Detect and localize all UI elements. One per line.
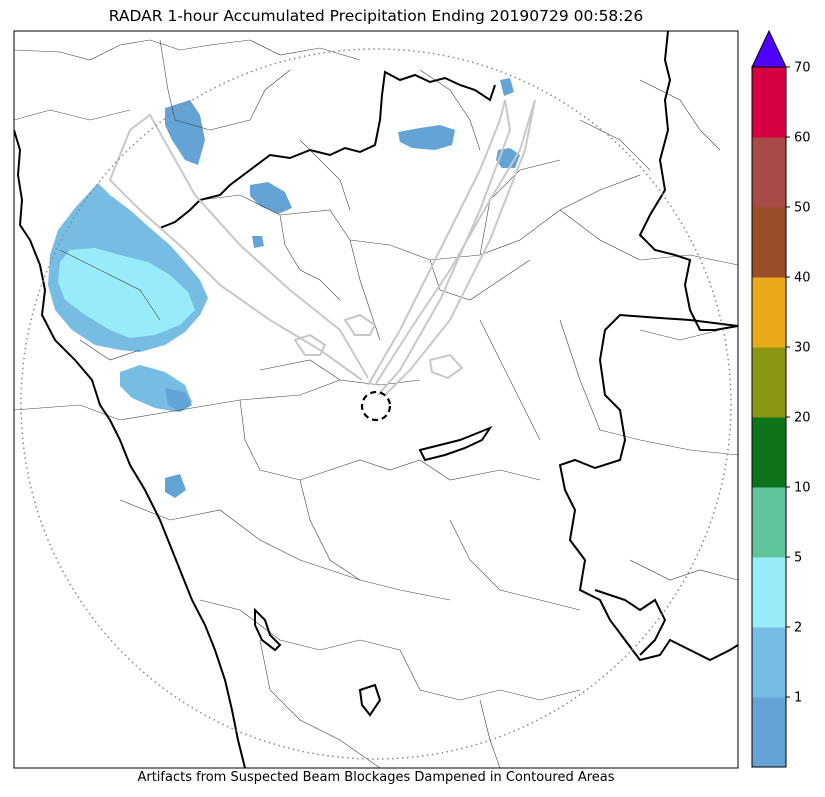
island-southwest <box>254 607 282 652</box>
colorbar-level-1 <box>752 627 786 698</box>
beam-blockage-contours <box>108 99 536 396</box>
precip-moderate-area <box>58 248 195 338</box>
colorbar-tick-label: 30 <box>794 341 811 356</box>
district-boundaries <box>14 39 738 768</box>
colorbar-tick-label: 40 <box>794 271 811 286</box>
colorbar-tick-label: 10 <box>794 481 811 496</box>
colorbar-top-label: 70 <box>794 61 811 76</box>
state-boundaries <box>14 31 738 768</box>
bay-east <box>594 589 667 656</box>
colorbar-level-8 <box>752 137 786 208</box>
colorbar-level-6 <box>752 277 786 348</box>
state-boundary-northeast <box>638 31 738 331</box>
colorbar-tick-label: 50 <box>794 201 811 216</box>
precip-area-small-center <box>252 236 264 248</box>
precip-area-northwest <box>165 100 205 165</box>
colorbar-level-3 <box>752 487 786 558</box>
island-far-south <box>358 683 382 717</box>
state-boundary-north <box>159 70 496 229</box>
colorbar-tick-label: 2 <box>794 621 802 636</box>
precip-area-south-coast-light <box>165 388 192 412</box>
colorbar-level-5 <box>752 347 786 418</box>
precip-area-small-ne <box>500 78 514 96</box>
state-boundary-coast <box>14 129 246 768</box>
map-title: RADAR 1-hour Accumulated Precipitation E… <box>108 7 644 25</box>
colorbar-tick-label: 5 <box>794 551 802 566</box>
colorbar-extend-triangle <box>751 29 787 68</box>
colorbar-tick-label: 20 <box>794 411 811 426</box>
precip-area-northeast <box>398 125 455 150</box>
radar-site-marker <box>360 390 392 422</box>
map-footer-note: Artifacts from Suspected Beam Blockages … <box>137 770 615 785</box>
state-boundary-east <box>558 313 738 662</box>
colorbar-level-9 <box>752 67 786 138</box>
radar-range-ring <box>20 48 732 760</box>
map-frame <box>13 30 739 769</box>
island-south <box>418 425 493 462</box>
precip-area-north <box>250 182 292 214</box>
colorbar-level-0 <box>752 697 786 768</box>
colorbar-level-4 <box>752 417 786 488</box>
precipitation-field <box>48 78 520 498</box>
precip-area-small-south <box>165 474 186 498</box>
colorbar-level-7 <box>752 207 786 278</box>
colorbar-tick-label: 1 <box>794 691 802 706</box>
colorbar-level-2 <box>752 557 786 628</box>
colorbar-tick-label: 60 <box>794 131 811 146</box>
